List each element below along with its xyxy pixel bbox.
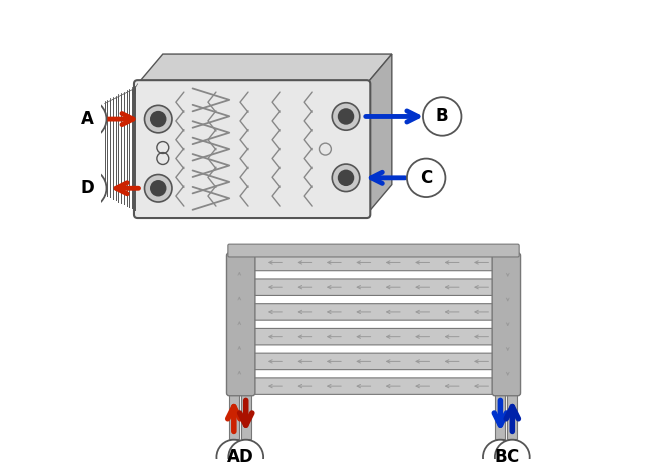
Circle shape bbox=[68, 169, 106, 207]
Circle shape bbox=[332, 103, 360, 130]
FancyBboxPatch shape bbox=[228, 244, 519, 257]
FancyBboxPatch shape bbox=[492, 253, 521, 396]
Text: D: D bbox=[239, 448, 253, 466]
Text: C: C bbox=[420, 169, 432, 187]
FancyBboxPatch shape bbox=[248, 304, 498, 320]
Text: A: A bbox=[228, 448, 240, 466]
Circle shape bbox=[216, 440, 251, 468]
Circle shape bbox=[338, 169, 354, 186]
Circle shape bbox=[150, 111, 166, 127]
FancyBboxPatch shape bbox=[248, 279, 498, 295]
FancyBboxPatch shape bbox=[248, 329, 498, 345]
Polygon shape bbox=[138, 54, 392, 84]
Circle shape bbox=[407, 159, 446, 197]
Text: A: A bbox=[81, 110, 94, 128]
Circle shape bbox=[145, 175, 172, 202]
Text: B: B bbox=[494, 448, 507, 466]
FancyBboxPatch shape bbox=[248, 254, 498, 271]
Circle shape bbox=[332, 164, 360, 191]
Circle shape bbox=[68, 100, 106, 139]
Circle shape bbox=[145, 105, 172, 133]
Circle shape bbox=[483, 440, 518, 468]
Circle shape bbox=[423, 97, 461, 136]
FancyBboxPatch shape bbox=[508, 393, 517, 439]
Text: C: C bbox=[506, 448, 518, 466]
FancyBboxPatch shape bbox=[241, 393, 251, 439]
Circle shape bbox=[228, 440, 263, 468]
FancyBboxPatch shape bbox=[496, 393, 506, 439]
Text: D: D bbox=[81, 179, 94, 197]
Circle shape bbox=[495, 440, 530, 468]
Circle shape bbox=[338, 108, 354, 124]
FancyBboxPatch shape bbox=[134, 80, 370, 218]
FancyBboxPatch shape bbox=[248, 353, 498, 370]
Polygon shape bbox=[367, 54, 392, 214]
FancyBboxPatch shape bbox=[226, 253, 255, 396]
Text: B: B bbox=[436, 108, 449, 125]
Circle shape bbox=[150, 180, 166, 197]
FancyBboxPatch shape bbox=[248, 378, 498, 395]
FancyBboxPatch shape bbox=[229, 393, 239, 439]
